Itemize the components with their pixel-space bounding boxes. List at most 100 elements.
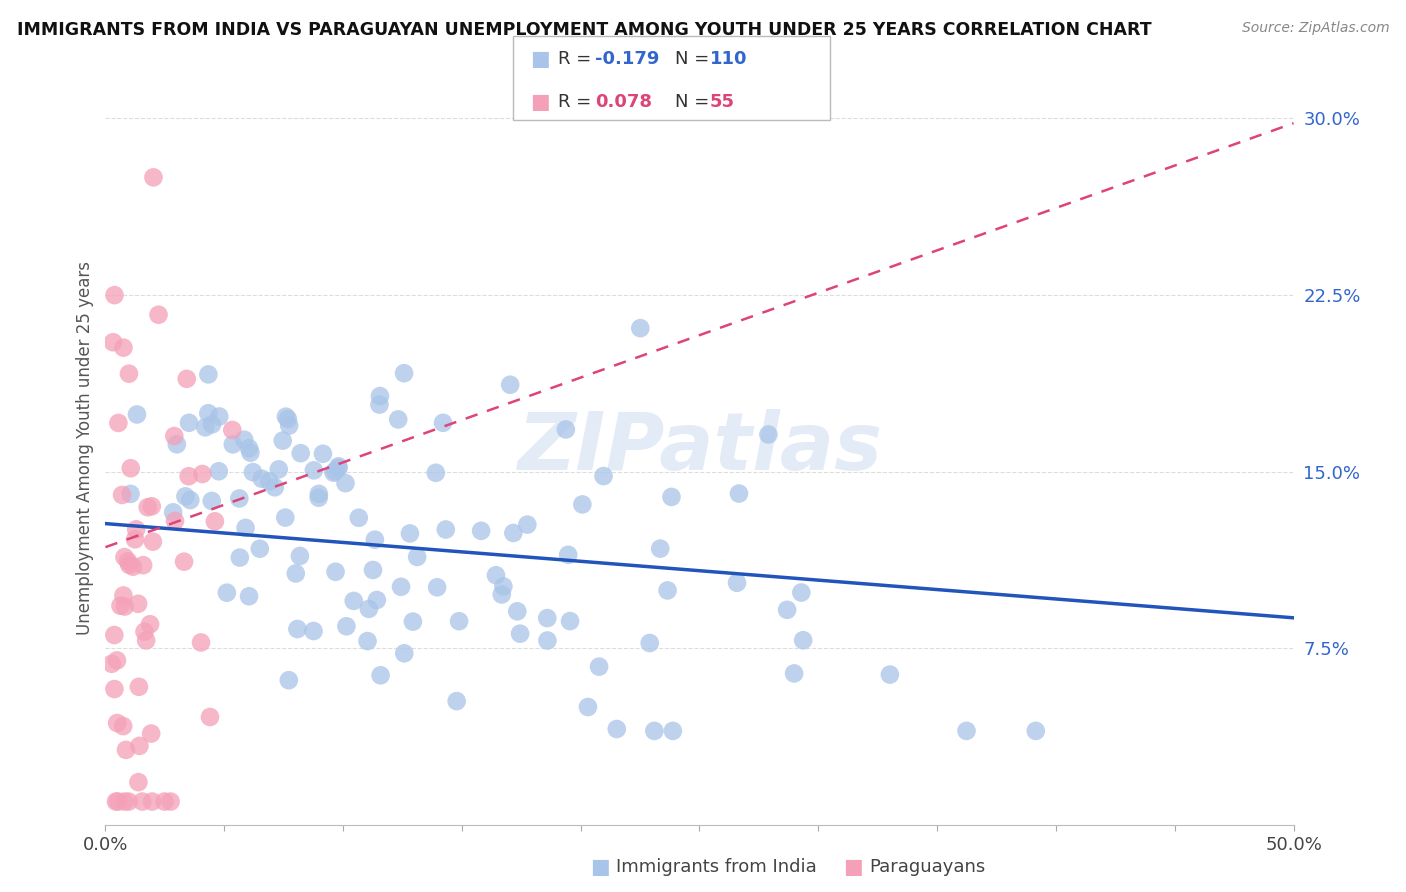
Point bbox=[571, 497, 593, 511]
Point bbox=[368, 389, 391, 403]
Text: R =: R = bbox=[558, 93, 598, 111]
Point bbox=[389, 580, 412, 594]
Point bbox=[274, 409, 297, 424]
Point bbox=[235, 521, 257, 535]
Point bbox=[592, 469, 614, 483]
Point bbox=[485, 568, 508, 582]
Point bbox=[394, 646, 416, 660]
Text: N =: N = bbox=[675, 51, 714, 69]
Point bbox=[194, 420, 217, 434]
Point bbox=[470, 524, 492, 538]
Point bbox=[112, 589, 135, 603]
Point bbox=[173, 555, 195, 569]
Point bbox=[506, 604, 529, 618]
Point bbox=[406, 549, 429, 564]
Point bbox=[325, 565, 347, 579]
Text: ■: ■ bbox=[530, 92, 550, 112]
Point bbox=[141, 795, 163, 809]
Text: ■: ■ bbox=[844, 857, 863, 877]
Point bbox=[103, 628, 125, 642]
Point bbox=[122, 559, 145, 574]
Point bbox=[117, 554, 139, 568]
Point bbox=[955, 723, 977, 738]
Point bbox=[103, 288, 125, 302]
Text: N =: N = bbox=[675, 93, 714, 111]
Point bbox=[134, 624, 156, 639]
Point bbox=[328, 459, 350, 474]
Point bbox=[163, 429, 186, 443]
Point bbox=[114, 550, 136, 565]
Point bbox=[302, 624, 325, 638]
Point bbox=[112, 341, 135, 355]
Point bbox=[509, 626, 531, 640]
Point bbox=[432, 416, 454, 430]
Point bbox=[112, 719, 135, 733]
Text: 110: 110 bbox=[710, 51, 748, 69]
Point bbox=[111, 488, 134, 502]
Point bbox=[177, 469, 200, 483]
Point bbox=[364, 533, 387, 547]
Point bbox=[228, 491, 250, 506]
Text: ■: ■ bbox=[591, 857, 610, 877]
Point bbox=[142, 170, 165, 185]
Point bbox=[502, 526, 524, 541]
Point bbox=[159, 795, 181, 809]
Text: -0.179: -0.179 bbox=[595, 51, 659, 69]
Point bbox=[366, 593, 388, 607]
Point bbox=[148, 308, 170, 322]
Point bbox=[588, 659, 610, 673]
Point bbox=[132, 558, 155, 573]
Point bbox=[554, 422, 576, 436]
Point bbox=[492, 579, 515, 593]
Point bbox=[201, 417, 224, 432]
Point bbox=[638, 636, 661, 650]
Point bbox=[302, 463, 325, 477]
Point bbox=[127, 775, 149, 789]
Point bbox=[356, 634, 378, 648]
Point bbox=[368, 398, 391, 412]
Point bbox=[1025, 723, 1047, 738]
Point bbox=[104, 795, 127, 809]
Point bbox=[191, 467, 214, 481]
Point bbox=[136, 500, 159, 515]
Point bbox=[105, 653, 128, 667]
Point bbox=[131, 795, 153, 809]
Text: 0.078: 0.078 bbox=[595, 93, 652, 111]
Point bbox=[288, 549, 311, 563]
Point bbox=[274, 510, 297, 524]
Point bbox=[434, 523, 457, 537]
Point bbox=[176, 372, 198, 386]
Text: ■: ■ bbox=[530, 49, 550, 70]
Text: Source: ZipAtlas.com: Source: ZipAtlas.com bbox=[1241, 21, 1389, 35]
Point bbox=[101, 335, 124, 350]
Point bbox=[179, 493, 201, 508]
Point bbox=[290, 446, 312, 460]
Point bbox=[643, 723, 665, 738]
Point bbox=[198, 710, 221, 724]
Point bbox=[284, 566, 307, 581]
Point bbox=[536, 611, 558, 625]
Point bbox=[657, 583, 679, 598]
Point bbox=[190, 635, 212, 649]
Point bbox=[120, 487, 142, 501]
Point bbox=[576, 700, 599, 714]
Point bbox=[361, 563, 384, 577]
Point bbox=[322, 466, 344, 480]
Point bbox=[536, 633, 558, 648]
Point bbox=[139, 617, 162, 632]
Point bbox=[399, 526, 422, 541]
Point bbox=[197, 406, 219, 420]
Point bbox=[222, 437, 245, 451]
Point bbox=[114, 795, 136, 809]
Y-axis label: Unemployment Among Youth under 25 years: Unemployment Among Youth under 25 years bbox=[76, 261, 94, 635]
Point bbox=[135, 633, 157, 648]
Point bbox=[335, 619, 357, 633]
Point bbox=[242, 465, 264, 479]
Point bbox=[103, 681, 125, 696]
Point bbox=[118, 367, 141, 381]
Point bbox=[343, 594, 366, 608]
Point bbox=[142, 534, 165, 549]
Point bbox=[250, 472, 273, 486]
Point bbox=[558, 614, 581, 628]
Point bbox=[425, 466, 447, 480]
